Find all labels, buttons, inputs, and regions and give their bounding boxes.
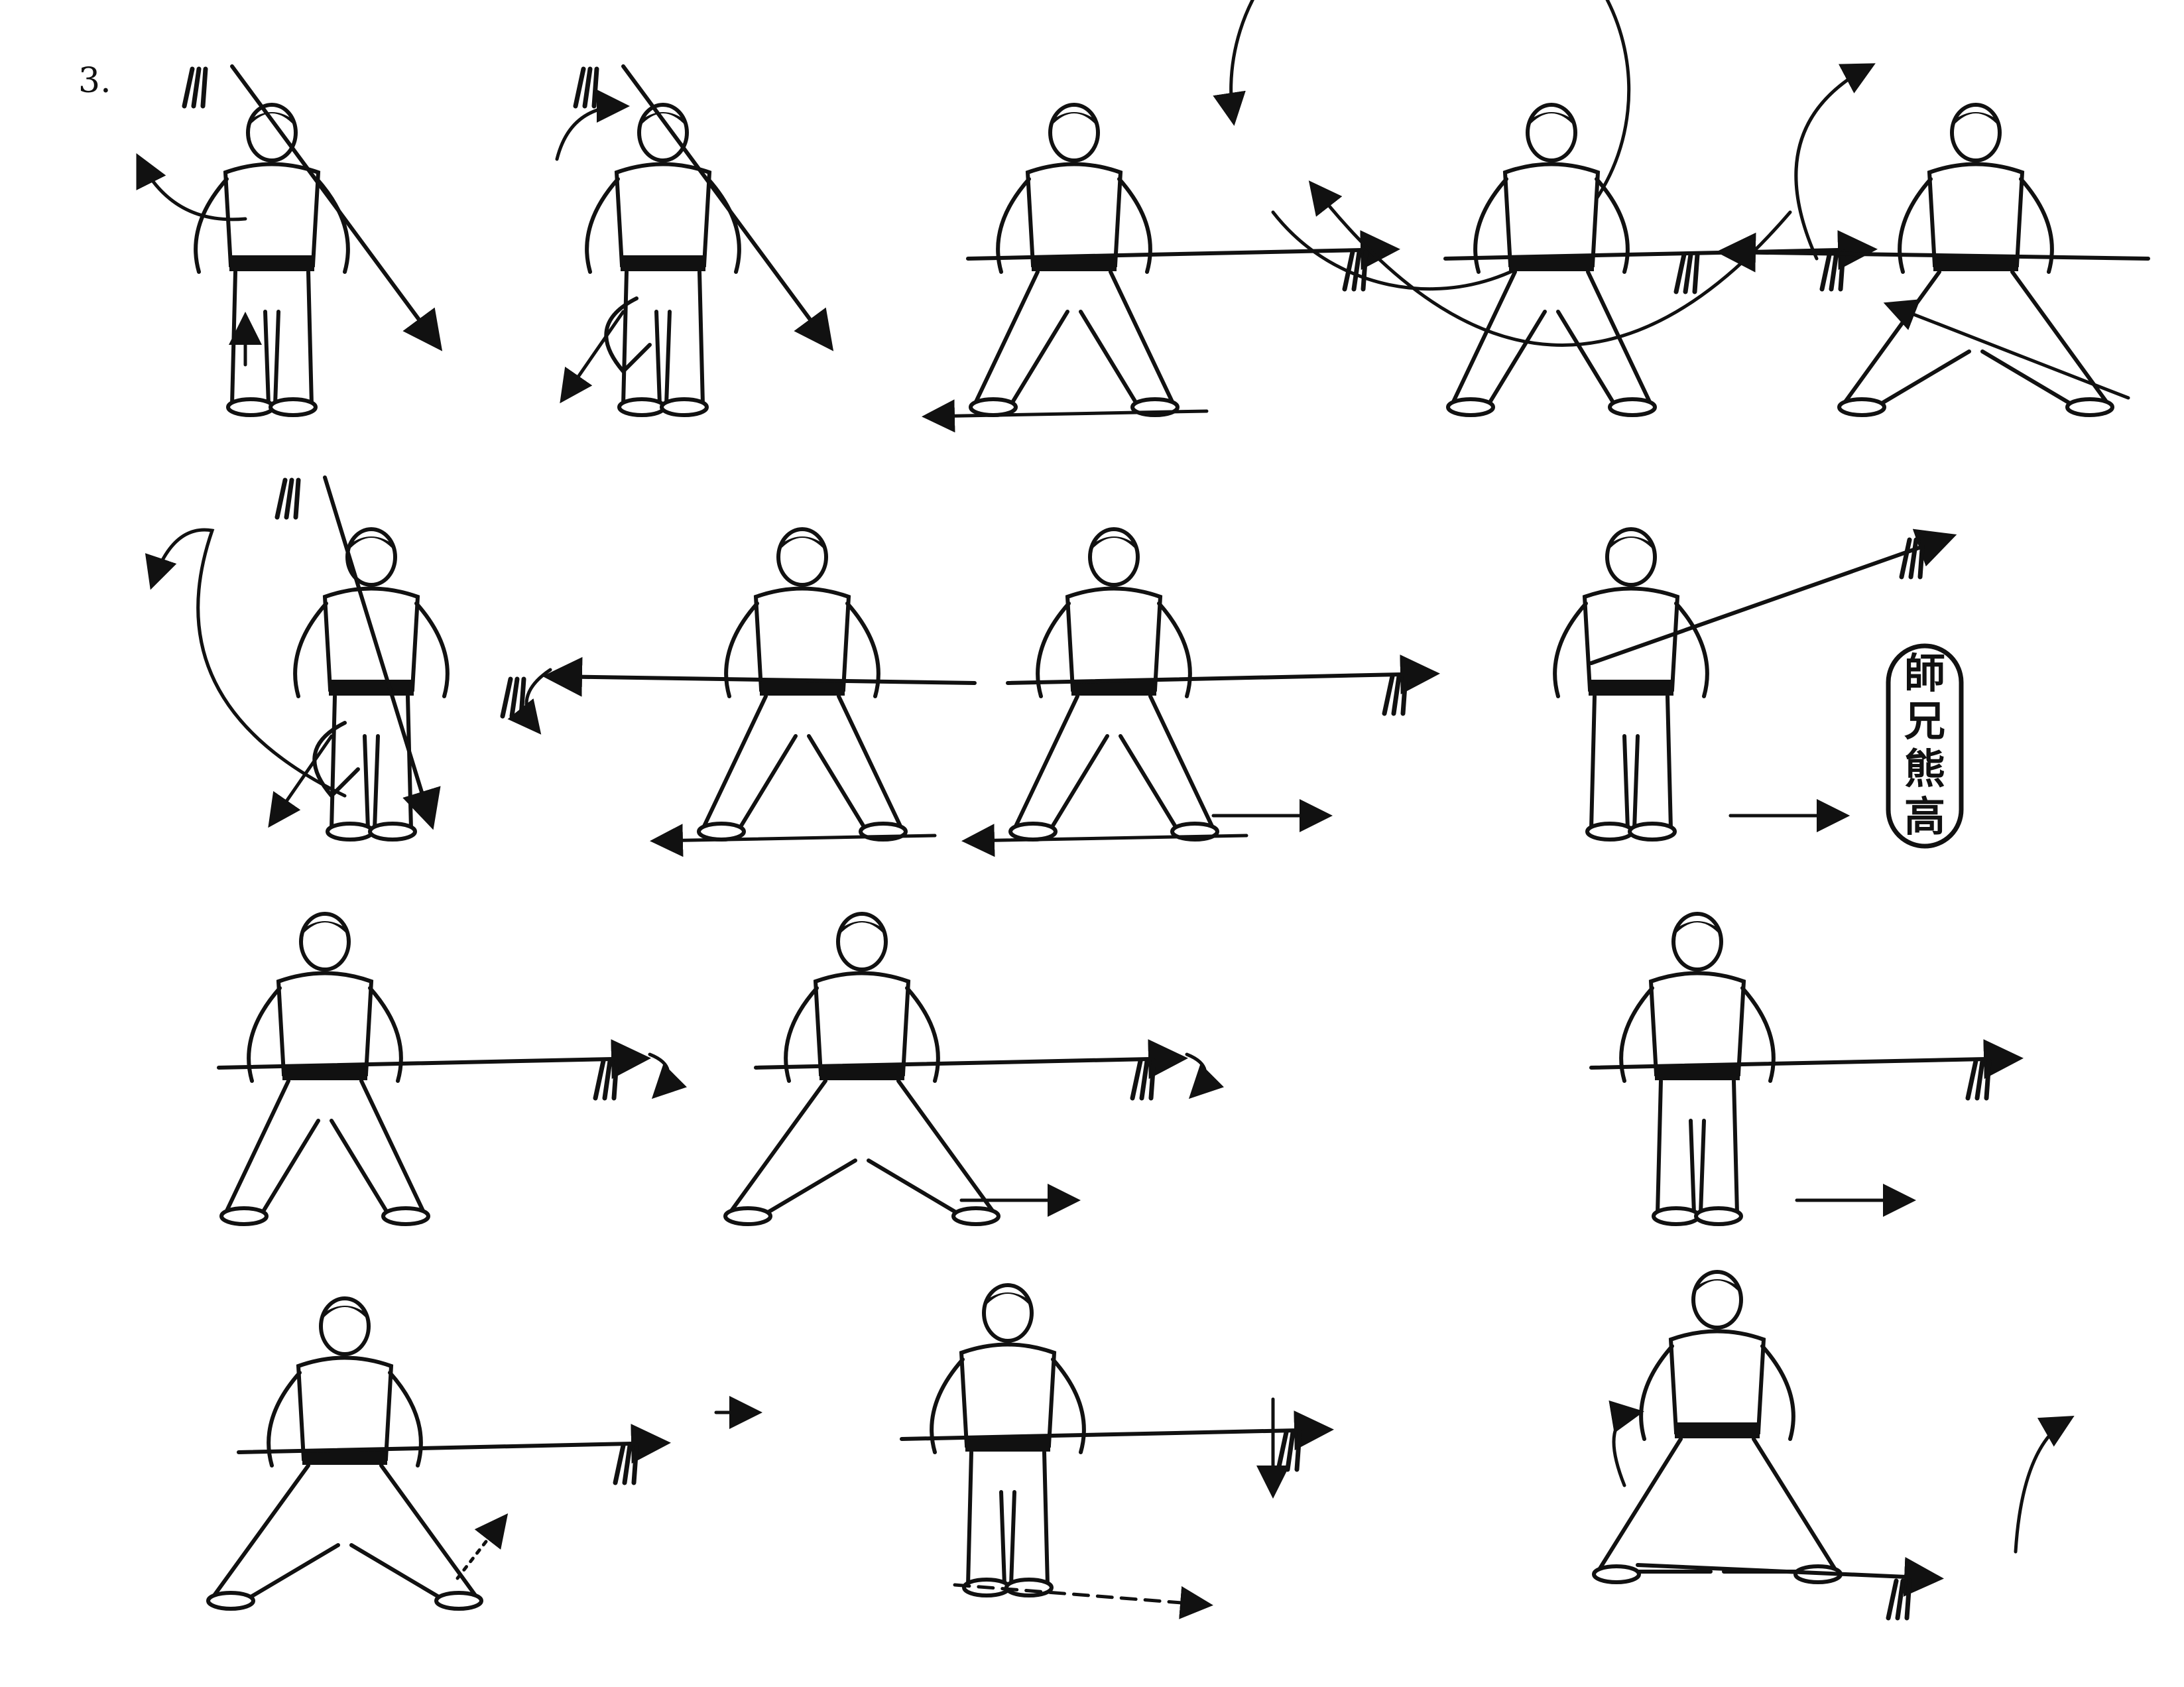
spear-figure-4 <box>1308 103 1878 417</box>
spear-figure-8 <box>961 527 1440 857</box>
page-number: 3. <box>78 61 111 101</box>
spear-figure-3 <box>922 0 1631 433</box>
seal-stamp <box>1886 643 1964 849</box>
seal-char: 高 <box>1904 792 1945 841</box>
seal-char: 兄 <box>1904 697 1945 745</box>
seal-char: 師 <box>1904 649 1945 698</box>
spear-figure-10 <box>217 912 687 1226</box>
spear-figure-14 <box>900 1283 1334 1619</box>
spear-figure-11 <box>723 912 1224 1226</box>
spear-figure-6 <box>145 475 450 842</box>
spear-figure-5 <box>1673 63 2150 417</box>
seal-char: 熊 <box>1904 745 1945 793</box>
spear-figure-9 <box>1553 527 1957 842</box>
spear-figure-12 <box>1589 912 2024 1226</box>
spear-figure-13 <box>206 1296 762 1611</box>
seal-characters: 師 兄 熊 高 <box>1884 650 1965 841</box>
spear-figure-2 <box>555 64 834 417</box>
spear-figure-7 <box>500 527 977 857</box>
spear-figure-1 <box>136 64 443 417</box>
spear-figure-15 <box>1592 1270 2075 1621</box>
